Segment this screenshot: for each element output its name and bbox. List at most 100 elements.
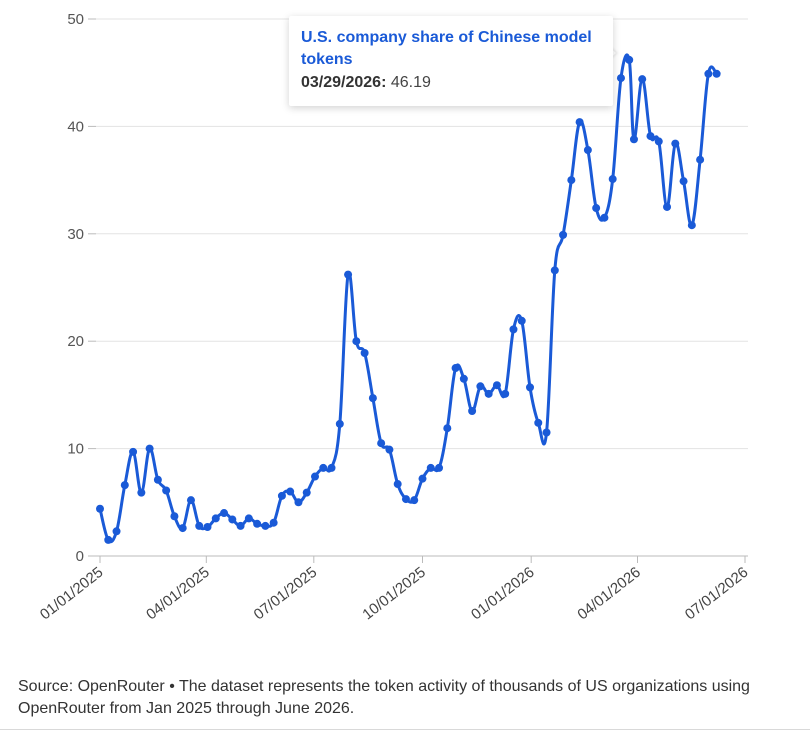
data-point[interactable] <box>704 69 713 78</box>
source-note: Source: OpenRouter • The dataset represe… <box>18 678 750 717</box>
data-point[interactable] <box>410 496 419 505</box>
data-point[interactable] <box>286 487 295 496</box>
data-point[interactable] <box>435 463 444 472</box>
data-point[interactable] <box>261 521 270 530</box>
x-tick-label: 01/01/2025 <box>37 564 107 624</box>
data-point[interactable] <box>385 445 394 454</box>
chart-tooltip: U.S. company share of Chinese model toke… <box>289 16 613 106</box>
data-point[interactable] <box>418 474 427 483</box>
data-point[interactable] <box>451 364 460 373</box>
data-point[interactable] <box>344 270 353 279</box>
data-point[interactable] <box>277 491 286 500</box>
tooltip-date: 03/29/2026: <box>301 74 387 91</box>
y-tick-label: 40 <box>67 118 84 135</box>
data-point[interactable] <box>401 495 410 504</box>
data-point[interactable] <box>368 394 377 403</box>
data-point[interactable] <box>492 381 501 390</box>
data-point[interactable] <box>600 213 609 222</box>
data-point[interactable] <box>178 524 187 533</box>
data-point[interactable] <box>129 447 138 456</box>
line-chart: 0 10 20 30 40 50 01/01/2025 04/01/2025 07/01/20… <box>37 11 752 624</box>
data-point[interactable] <box>567 176 576 185</box>
bottom-divider <box>0 729 810 730</box>
data-point[interactable] <box>244 514 253 523</box>
data-point[interactable] <box>654 137 663 146</box>
x-axis-ticks: 01/01/2025 04/01/2025 07/01/2025 10/01/2025… <box>37 556 752 624</box>
data-point[interactable] <box>335 419 344 428</box>
data-point[interactable] <box>104 535 113 544</box>
data-point[interactable] <box>253 519 262 528</box>
series-line <box>98 53 719 544</box>
data-point[interactable] <box>393 480 402 489</box>
data-point[interactable] <box>211 514 220 523</box>
data-point[interactable] <box>542 428 551 437</box>
data-point[interactable] <box>646 132 655 141</box>
data-point[interactable] <box>616 74 625 83</box>
data-point[interactable] <box>377 439 386 448</box>
data-point[interactable] <box>625 55 634 64</box>
data-point[interactable] <box>671 139 680 148</box>
data-point[interactable] <box>583 146 592 155</box>
data-point[interactable] <box>559 230 568 239</box>
data-point[interactable] <box>663 202 672 211</box>
x-tick-label: 04/01/2026 <box>574 564 644 624</box>
data-point[interactable] <box>294 498 303 507</box>
data-point[interactable] <box>592 204 601 213</box>
x-tick-label: 04/01/2025 <box>143 564 213 624</box>
data-point[interactable] <box>170 512 179 521</box>
data-point[interactable] <box>638 75 647 84</box>
data-point[interactable] <box>501 389 510 398</box>
data-point[interactable] <box>352 337 361 346</box>
data-point[interactable] <box>468 407 477 416</box>
data-point[interactable] <box>220 509 229 518</box>
data-point[interactable] <box>476 382 485 391</box>
data-point[interactable] <box>629 135 638 144</box>
y-tick-label: 30 <box>67 226 84 243</box>
data-point[interactable] <box>302 488 311 497</box>
data-point[interactable] <box>679 177 688 186</box>
y-tick-label: 50 <box>67 11 84 28</box>
data-point[interactable] <box>608 175 617 184</box>
tooltip-value-row: 03/29/2026: 46.19 <box>301 72 601 94</box>
data-point[interactable] <box>696 155 705 164</box>
data-point[interactable] <box>712 69 721 78</box>
data-point[interactable] <box>269 518 278 527</box>
data-point[interactable] <box>112 527 121 536</box>
data-point[interactable] <box>195 521 204 530</box>
y-axis-ticks: 0 10 20 30 40 50 <box>67 11 96 565</box>
data-point[interactable] <box>426 463 435 472</box>
data-point[interactable] <box>687 221 696 230</box>
data-point[interactable] <box>459 374 468 383</box>
data-point[interactable] <box>509 325 518 334</box>
series-line-path <box>98 53 719 544</box>
data-point[interactable] <box>517 316 526 325</box>
data-point[interactable] <box>484 389 493 398</box>
data-point[interactable] <box>162 486 171 495</box>
data-point[interactable] <box>153 475 162 484</box>
data-point[interactable] <box>327 463 336 472</box>
data-point[interactable] <box>360 349 369 358</box>
tooltip-series-name: U.S. company share of Chinese model toke… <box>301 29 592 68</box>
data-point[interactable] <box>534 418 543 427</box>
x-tick-label: 10/01/2025 <box>359 564 429 624</box>
data-point[interactable] <box>145 444 154 453</box>
data-point[interactable] <box>203 523 212 532</box>
series-points <box>96 55 721 544</box>
tooltip-value: 46.19 <box>390 74 431 91</box>
data-point[interactable] <box>186 496 195 505</box>
data-point[interactable] <box>120 481 129 490</box>
data-point[interactable] <box>96 504 104 513</box>
x-tick-label: 07/01/2025 <box>251 564 321 624</box>
data-point[interactable] <box>137 488 146 497</box>
data-point[interactable] <box>443 424 452 433</box>
x-tick-label: 07/01/2026 <box>682 564 752 624</box>
data-point[interactable] <box>311 472 319 481</box>
data-point[interactable] <box>526 383 534 392</box>
data-point[interactable] <box>319 463 328 472</box>
y-tick-label: 0 <box>76 548 84 565</box>
y-tick-label: 10 <box>67 441 84 458</box>
data-point[interactable] <box>228 515 237 524</box>
data-point[interactable] <box>575 118 584 127</box>
data-point[interactable] <box>550 266 559 275</box>
data-point[interactable] <box>236 521 245 530</box>
